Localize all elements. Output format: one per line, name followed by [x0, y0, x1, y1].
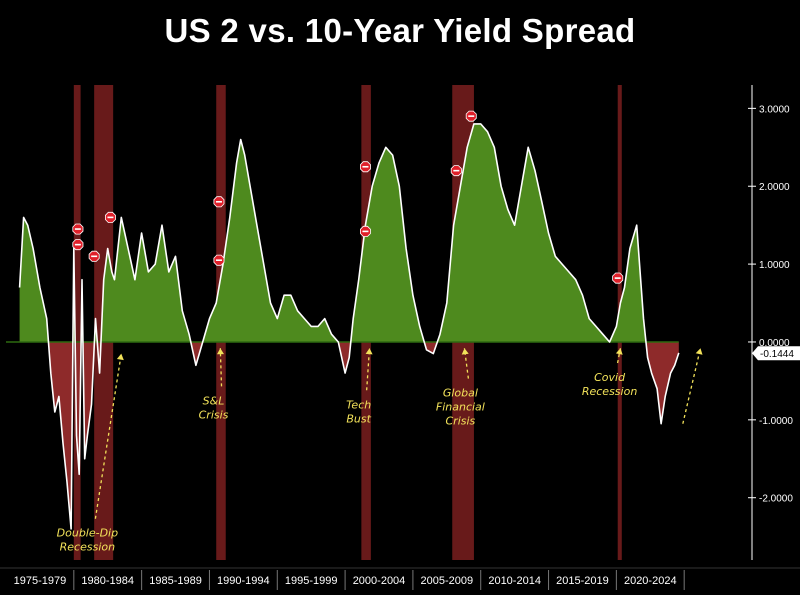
inversion-marker [88, 250, 100, 262]
x-tick-label: 2005-2009 [421, 575, 474, 587]
inversion-marker [72, 239, 84, 251]
stop-icon-bar [74, 228, 81, 230]
inversion-marker [72, 223, 84, 235]
arrow-head-icon [461, 348, 469, 355]
x-tick-label: 1995-1999 [285, 575, 338, 587]
annotation-text: Global [443, 387, 478, 400]
stop-icon-bar [453, 169, 460, 172]
annotation-text: S&L [203, 394, 225, 407]
inversion-marker [465, 110, 477, 122]
annotation-arrow [682, 348, 702, 424]
last-value-box [752, 346, 800, 361]
spread-line [18, 123, 680, 530]
y-axis: 3.0000 2.0000 1.0000 0.0000 -1.0000 -2.0000 [748, 85, 793, 560]
stop-icon-bar [362, 230, 369, 233]
positive-spread-area [19, 123, 679, 342]
x-tick-label: 2015-2019 [556, 575, 609, 587]
annotation-text: Double-Dip [57, 527, 118, 540]
annotation-text: Crisis [445, 415, 475, 428]
stop-icon-bar [468, 115, 475, 117]
annotation-text: Financial [436, 401, 485, 414]
stop-icon-bar [215, 259, 222, 262]
stop-icon-bar [614, 277, 621, 279]
arrow-head-icon [116, 353, 124, 361]
inversion-marker [359, 161, 371, 173]
annotation-arrow [94, 353, 122, 519]
annotation-text: Recession [60, 541, 115, 554]
x-tick-label: 2020-2024 [624, 575, 677, 587]
x-tick-label: 1985-1989 [149, 575, 202, 587]
annotations: Double-DipRecessionS&LCrisisTechBustGlob… [57, 348, 703, 554]
inversion-markers [72, 110, 624, 284]
stop-icon-bar [107, 216, 114, 219]
stop-icon-bar [362, 165, 369, 168]
x-tick-label: 1975-1979 [14, 575, 67, 587]
spread-areas [19, 123, 679, 529]
annotation-arrow [366, 348, 371, 391]
annotation-text: Tech [346, 398, 371, 411]
y-tick-label: -1.0000 [759, 416, 793, 427]
inversion-marker [359, 225, 371, 237]
annotation-arrow [219, 348, 223, 387]
x-axis: 1975-1979 1980-1984 1985-1989 1990-1994 1995… [0, 567, 800, 590]
x-tick-label: 1980-1984 [81, 575, 134, 587]
x-tick-label: 2010-2014 [488, 575, 541, 587]
stop-icon-bar [74, 243, 81, 246]
annotation [682, 348, 703, 424]
inversion-marker [213, 254, 225, 266]
x-tick-label: 1990-1994 [217, 575, 270, 587]
inversion-marker [612, 272, 624, 284]
annotation-text: Bust [346, 412, 371, 425]
y-tick-label: 3.0000 [759, 104, 790, 115]
stop-icon-bar [91, 255, 98, 258]
arrow-head-icon [615, 348, 623, 355]
x-tick-label: 2000-2004 [353, 575, 406, 587]
y-tick-label: -2.0000 [759, 494, 793, 505]
y-tick-label: 0.0000 [759, 338, 790, 349]
arrow-head-icon [695, 348, 703, 355]
arrow-head-icon [365, 348, 373, 355]
stop-icon-bar [215, 201, 222, 203]
recession-band [73, 85, 81, 560]
annotation-text: Crisis [199, 408, 229, 421]
arrow-head-icon [217, 348, 224, 355]
last-value-tag: -0.1444 [752, 346, 800, 361]
inversion-marker [213, 196, 225, 208]
spread-line-group [18, 123, 680, 530]
y-tick-label: 1.0000 [759, 260, 790, 271]
chart-title: US 2 vs. 10-Year Yield Spread [164, 12, 636, 49]
y-tick-label: 2.0000 [759, 182, 790, 193]
annotation-text: Recession [582, 385, 637, 398]
annotation-text: Covid [594, 371, 626, 384]
last-value-label: -0.1444 [760, 349, 794, 360]
inversion-marker [450, 165, 462, 177]
inversion-marker [105, 211, 116, 223]
